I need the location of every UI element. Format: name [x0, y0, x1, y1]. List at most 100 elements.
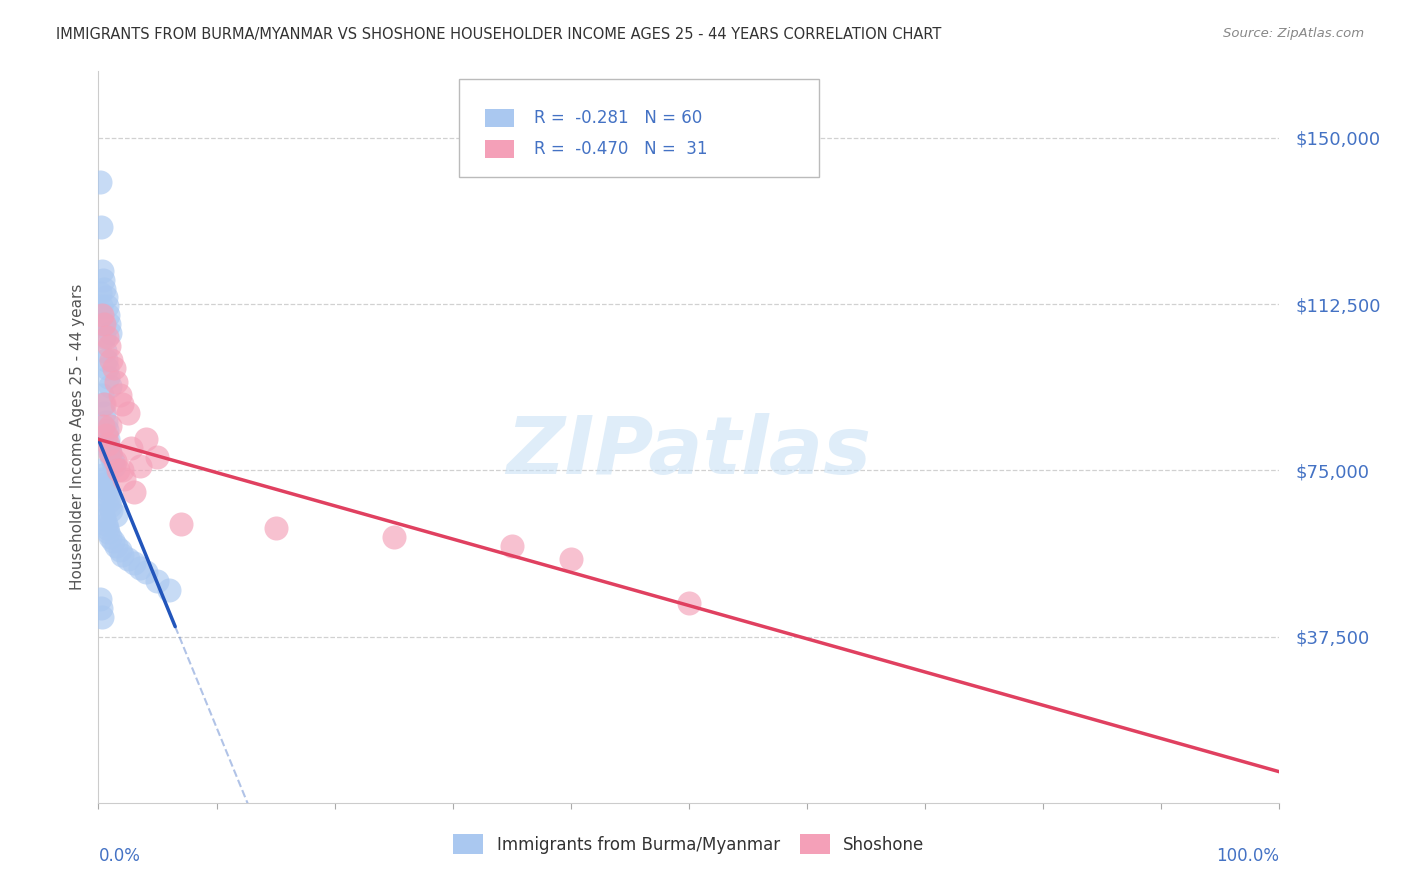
Point	[105, 375, 128, 389]
Point	[93, 512, 115, 526]
Point	[112, 472, 135, 486]
Point	[94, 516, 117, 531]
Point	[678, 596, 700, 610]
Point	[91, 264, 114, 278]
Point	[97, 525, 120, 540]
Point	[135, 432, 157, 446]
Point	[97, 432, 120, 446]
Point	[90, 600, 112, 615]
Point	[157, 582, 180, 597]
Point	[128, 561, 150, 575]
Point	[91, 317, 114, 331]
Point	[90, 299, 112, 313]
Point	[94, 343, 117, 358]
FancyBboxPatch shape	[458, 78, 818, 178]
Point	[94, 415, 117, 429]
Point	[111, 548, 134, 562]
Point	[105, 539, 128, 553]
Text: ZIPatlas: ZIPatlas	[506, 413, 872, 491]
Point	[264, 521, 287, 535]
Point	[93, 406, 115, 420]
Point	[90, 219, 112, 234]
Point	[94, 352, 117, 367]
Point	[91, 609, 114, 624]
Point	[93, 317, 115, 331]
Text: 100.0%: 100.0%	[1216, 847, 1279, 864]
Point	[96, 330, 118, 344]
Point	[96, 485, 118, 500]
Point	[94, 481, 117, 495]
Point	[560, 552, 582, 566]
Point	[146, 574, 169, 589]
Text: IMMIGRANTS FROM BURMA/MYANMAR VS SHOSHONE HOUSEHOLDER INCOME AGES 25 - 44 YEARS : IMMIGRANTS FROM BURMA/MYANMAR VS SHOSHON…	[56, 27, 942, 42]
Point	[98, 317, 121, 331]
Text: R =  -0.281   N = 60: R = -0.281 N = 60	[534, 109, 703, 127]
Legend: Immigrants from Burma/Myanmar, Shoshone: Immigrants from Burma/Myanmar, Shoshone	[447, 828, 931, 860]
Point	[98, 530, 121, 544]
Point	[501, 539, 523, 553]
Point	[100, 503, 122, 517]
Point	[108, 543, 131, 558]
Point	[105, 508, 128, 522]
Point	[382, 530, 405, 544]
Point	[96, 361, 118, 376]
Point	[98, 445, 121, 459]
Point	[89, 175, 111, 189]
Point	[96, 521, 118, 535]
Point	[96, 299, 118, 313]
Point	[94, 428, 117, 442]
Point	[107, 463, 129, 477]
Y-axis label: Householder Income Ages 25 - 44 years: Householder Income Ages 25 - 44 years	[69, 284, 84, 591]
Point	[89, 285, 111, 300]
Point	[97, 308, 120, 322]
Point	[96, 424, 118, 438]
Point	[111, 463, 134, 477]
Point	[91, 467, 114, 482]
Point	[98, 494, 121, 508]
Text: 0.0%: 0.0%	[98, 847, 141, 864]
Point	[170, 516, 193, 531]
Point	[100, 352, 122, 367]
Point	[98, 379, 121, 393]
Point	[91, 508, 114, 522]
Point	[97, 436, 120, 450]
Point	[98, 326, 121, 340]
Point	[98, 445, 121, 459]
Point	[121, 441, 143, 455]
Point	[91, 273, 114, 287]
Point	[108, 388, 131, 402]
Point	[135, 566, 157, 580]
Text: Source: ZipAtlas.com: Source: ZipAtlas.com	[1223, 27, 1364, 40]
Point	[91, 397, 114, 411]
Text: R =  -0.470   N =  31: R = -0.470 N = 31	[534, 140, 707, 158]
Point	[90, 463, 112, 477]
Point	[93, 476, 115, 491]
Point	[103, 361, 125, 376]
Point	[91, 388, 114, 402]
FancyBboxPatch shape	[485, 109, 515, 127]
Point	[101, 534, 124, 549]
Point	[93, 397, 115, 411]
Point	[98, 339, 121, 353]
Point	[117, 406, 139, 420]
Point	[94, 290, 117, 304]
Point	[91, 419, 114, 434]
FancyBboxPatch shape	[485, 140, 515, 158]
Point	[103, 458, 125, 473]
Point	[111, 397, 134, 411]
Point	[98, 419, 121, 434]
Point	[89, 591, 111, 606]
Point	[122, 485, 145, 500]
Point	[98, 441, 121, 455]
Point	[117, 552, 139, 566]
Point	[91, 472, 114, 486]
Point	[97, 370, 120, 384]
Point	[101, 454, 124, 468]
Point	[128, 458, 150, 473]
Point	[146, 450, 169, 464]
Point	[100, 450, 122, 464]
Point	[93, 282, 115, 296]
Point	[93, 330, 115, 344]
Point	[104, 454, 127, 468]
Point	[91, 308, 114, 322]
